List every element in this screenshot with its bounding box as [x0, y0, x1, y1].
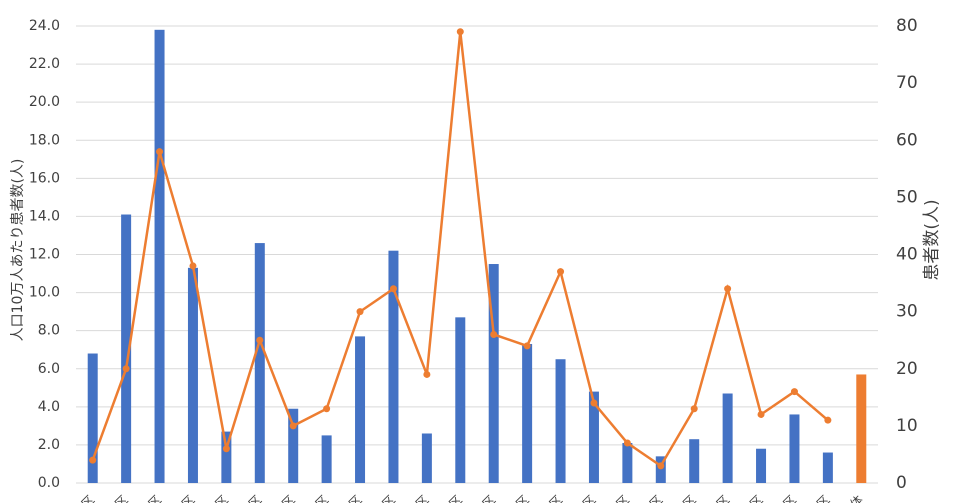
line-point	[222, 445, 230, 453]
y-tick-label: 12.0	[29, 247, 60, 263]
x-tick-label: 区	[480, 493, 498, 503]
x-tick-label: 区	[179, 493, 197, 503]
line-point	[289, 422, 297, 430]
line-point	[790, 388, 798, 396]
bar	[355, 336, 366, 483]
bar	[689, 439, 700, 483]
y2-tick-label: 80	[896, 16, 918, 36]
x-tick-label: 区	[213, 493, 231, 503]
line-point	[256, 336, 264, 344]
x-tick-label: 区	[647, 493, 665, 503]
line-point	[389, 285, 397, 293]
line-point	[523, 342, 531, 350]
y2-tick-label: 70	[896, 73, 918, 93]
y-tick-label: 2.0	[38, 437, 60, 453]
line-point	[590, 399, 598, 407]
line-point	[757, 410, 765, 418]
x-tick-label: 区	[580, 493, 598, 503]
y-tick-label: 20.0	[29, 94, 60, 110]
y-tick-label: 22.0	[29, 56, 60, 72]
x-tick-label: 区	[714, 493, 732, 503]
bar	[789, 414, 800, 483]
line-point	[623, 439, 631, 447]
x-tick-label: 区	[313, 493, 331, 503]
bar	[321, 435, 332, 483]
y-tick-label: 10.0	[29, 285, 60, 301]
bar	[154, 29, 165, 484]
bar	[455, 317, 466, 483]
line-point	[189, 262, 197, 270]
x-tick-label: 体	[847, 493, 865, 503]
x-tick-label: 区	[279, 493, 297, 503]
y2-tick-label: 30	[896, 302, 918, 322]
x-tick-label: 区	[547, 493, 565, 503]
y-tick-label: 4.0	[38, 399, 60, 415]
bar	[555, 359, 566, 483]
y2-tick-label: 20	[896, 359, 918, 379]
x-tick-label: 区	[680, 493, 698, 503]
line-point	[156, 148, 164, 156]
x-tick-label: 区	[346, 493, 364, 503]
y-tick-label: 0.0	[38, 475, 60, 491]
bar	[221, 431, 232, 483]
line-point	[724, 285, 732, 293]
x-tick-label: 区	[246, 493, 264, 503]
y2-tick-label: 0	[896, 473, 907, 493]
bar	[87, 353, 98, 483]
bar	[254, 243, 265, 483]
line-point	[657, 462, 665, 470]
line-point	[89, 456, 97, 464]
line-point	[490, 330, 498, 338]
x-tick-label: 区	[112, 493, 130, 503]
y2-tick-label: 50	[896, 187, 918, 207]
x-tick-label: 区	[814, 493, 832, 503]
x-tick-label: 区	[614, 493, 632, 503]
bar	[121, 214, 132, 483]
y-tick-label: 18.0	[29, 132, 60, 148]
line-point	[356, 308, 364, 316]
line-point	[323, 405, 331, 413]
x-tick-label: 区	[146, 493, 164, 503]
y2-axis-title: 患者数(人)	[922, 199, 942, 280]
y-tick-label: 14.0	[29, 208, 60, 224]
x-tick-label: 区	[446, 493, 464, 503]
x-tick-label: 区	[79, 493, 97, 503]
y-tick-label: 6.0	[38, 361, 60, 377]
x-tick-label: 区	[413, 493, 431, 503]
line-point	[824, 416, 832, 424]
bar	[522, 343, 533, 483]
line-point	[456, 28, 464, 36]
y2-tick-label: 10	[896, 416, 918, 436]
x-tick-label: 区	[380, 493, 398, 503]
y-tick-label: 24.0	[29, 18, 60, 34]
bar	[588, 391, 599, 483]
line-point	[557, 268, 565, 276]
bar	[421, 433, 432, 483]
bar	[756, 448, 767, 483]
bar	[288, 408, 299, 483]
y2-tick-label: 40	[896, 245, 918, 265]
x-tick-label: 区	[781, 493, 799, 503]
line-point	[423, 370, 431, 378]
line-point	[690, 405, 698, 413]
x-tick-label: 区	[747, 493, 765, 503]
bar	[622, 443, 633, 483]
y-tick-label: 8.0	[38, 323, 60, 339]
bar	[187, 267, 198, 483]
y2-tick-label: 60	[896, 130, 918, 150]
y-tick-label: 16.0	[29, 170, 60, 186]
bar	[488, 264, 499, 483]
line-point	[122, 365, 130, 373]
x-tick-label: 区	[513, 493, 531, 503]
bar	[655, 456, 666, 483]
bar	[722, 393, 733, 483]
bar	[856, 374, 867, 483]
bar	[822, 452, 833, 483]
y-axis-title: 人口10万人あたり患者数(人)	[10, 159, 26, 342]
bar	[388, 250, 399, 483]
